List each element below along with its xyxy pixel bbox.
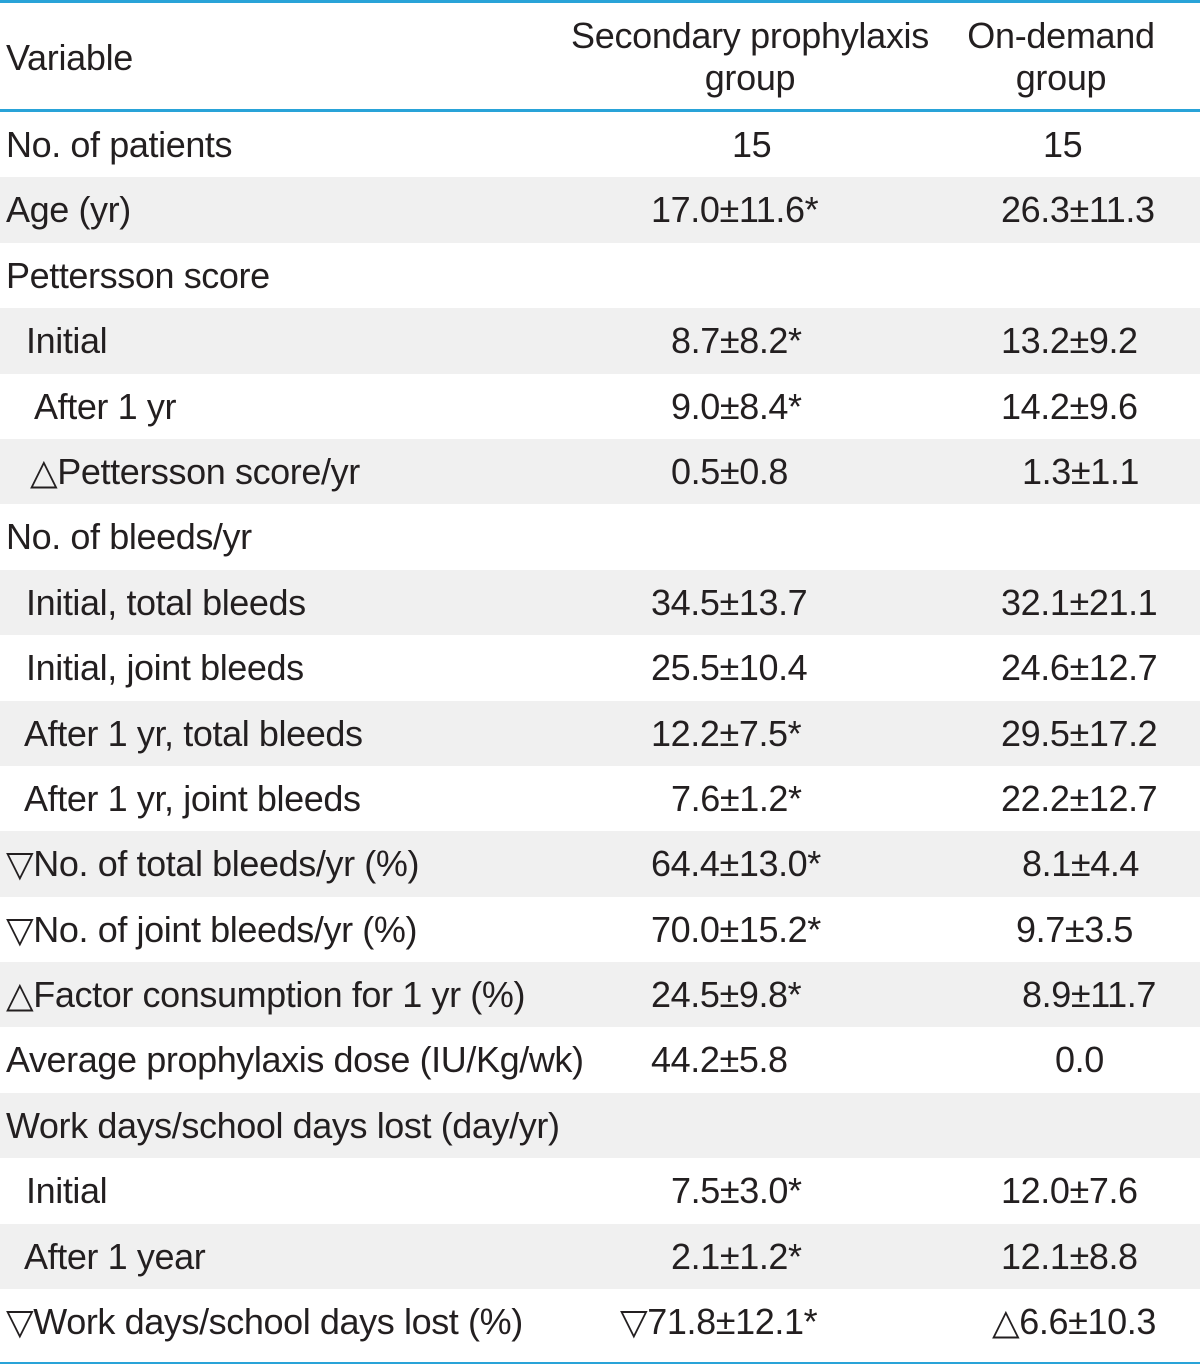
- table-row: Average prophylaxis dose (IU/Kg/wk) 44.2…: [0, 1027, 1200, 1092]
- row-value-secondary: 44.2±5.8: [651, 1039, 788, 1081]
- row-value-on-demand: △6.6±10.3: [992, 1301, 1156, 1343]
- table-row: ▽No. of joint bleeds/yr (%) 70.0±15.2* 9…: [0, 897, 1200, 962]
- table-row: △Factor consumption for 1 yr (%) 24.5±9.…: [0, 962, 1200, 1028]
- row-value-on-demand: 1.3±1.1: [1022, 450, 1140, 492]
- table-row: ▽Work days/school days lost (%) ▽71.8±12…: [0, 1289, 1200, 1354]
- header-variable: Variable: [6, 37, 134, 78]
- row-label: After 1 yr, joint bleeds: [24, 777, 361, 819]
- row-value-on-demand: 0.0: [1055, 1039, 1104, 1081]
- table-body: No. of patients 15 15 Age (yr) 17.0±11.6…: [0, 112, 1200, 1354]
- row-label: After 1 yr: [34, 385, 177, 427]
- row-value-secondary: 12.2±7.5*: [651, 712, 802, 754]
- row-label: Work days/school days lost (day/yr): [6, 1104, 560, 1146]
- row-value-on-demand: 9.7±3.5: [1016, 908, 1134, 950]
- row-value-on-demand: 29.5±17.2: [1001, 712, 1158, 754]
- header-col1-line2: group: [704, 57, 796, 98]
- row-label: After 1 yr, total bleeds: [24, 712, 363, 754]
- row-label: After 1 year: [24, 1235, 206, 1277]
- row-value-on-demand: [960, 1093, 1190, 1158]
- row-value-secondary: [600, 504, 900, 569]
- header-rule: [0, 109, 1200, 112]
- row-value-secondary: 34.5±13.7: [651, 581, 808, 623]
- row-label: No. of patients: [6, 124, 233, 165]
- row-value-secondary: 24.5±9.8*: [651, 974, 802, 1016]
- row-value-secondary: 9.0±8.4*: [671, 385, 802, 427]
- table-row: Age (yr) 17.0±11.6* 26.3±11.3: [0, 177, 1200, 243]
- row-label: △Factor consumption for 1 yr (%): [6, 974, 526, 1016]
- table-row: After 1 yr, joint bleeds 7.6±1.2* 22.2±1…: [0, 766, 1200, 831]
- row-value-secondary: 2.1±1.2*: [671, 1235, 802, 1277]
- row-label: Initial, total bleeds: [26, 581, 306, 623]
- table-row: Initial 7.5±3.0* 12.0±7.6: [0, 1158, 1200, 1223]
- row-label: No. of bleeds/yr: [6, 516, 252, 558]
- row-label: Average prophylaxis dose (IU/Kg/wk): [6, 1039, 584, 1081]
- row-value-on-demand: 12.0±7.6: [1001, 1170, 1138, 1212]
- row-value-on-demand: [960, 504, 1190, 569]
- table-row: Initial 8.7±8.2* 13.2±9.2: [0, 308, 1200, 374]
- header-col2-line2: group: [1015, 57, 1107, 98]
- row-value-secondary: ▽71.8±12.1*: [620, 1301, 818, 1343]
- table-row: Pettersson score: [0, 243, 1200, 308]
- table-row: △Pettersson score/yr 0.5±0.8 1.3±1.1: [0, 438, 1200, 505]
- row-label: Age (yr): [6, 189, 131, 231]
- header-secondary-prophylaxis-group: Secondary prophylaxis group: [560, 15, 940, 99]
- row-value-on-demand: 15: [1043, 124, 1083, 165]
- row-value-on-demand: 8.1±4.4: [1022, 843, 1140, 885]
- row-value-secondary: 7.6±1.2*: [671, 777, 802, 819]
- header-col1-line1: Secondary prophylaxis: [571, 15, 929, 56]
- top-rule: [0, 0, 1200, 3]
- table-row: After 1 yr 9.0±8.4* 14.2±9.6: [0, 374, 1200, 439]
- row-value-secondary: 15: [732, 124, 772, 165]
- row-value-secondary: 25.5±10.4: [651, 647, 808, 689]
- row-value-secondary: [600, 243, 900, 308]
- table-row: Initial, total bleeds 34.5±13.7 32.1±21.…: [0, 569, 1200, 636]
- table-row: Work days/school days lost (day/yr): [0, 1092, 1200, 1159]
- row-value-on-demand: [960, 243, 1190, 308]
- row-value-on-demand: 13.2±9.2: [1001, 320, 1138, 362]
- row-value-secondary: 0.5±0.8: [671, 450, 789, 492]
- row-label: ▽No. of total bleeds/yr (%): [6, 843, 420, 885]
- row-value-secondary: [600, 1093, 900, 1158]
- header-col2-line1: On-demand: [967, 15, 1155, 56]
- table-row: After 1 yr, total bleeds 12.2±7.5* 29.5±…: [0, 700, 1200, 766]
- row-value-secondary: 7.5±3.0*: [671, 1170, 802, 1212]
- table-row: No. of patients 15 15: [0, 112, 1200, 177]
- row-value-on-demand: 8.9±11.7: [1022, 974, 1156, 1016]
- bottom-rule: [0, 1362, 1200, 1364]
- row-value-on-demand: 24.6±12.7: [1001, 647, 1158, 689]
- row-value-secondary: 17.0±11.6*: [651, 189, 819, 231]
- table-row: ▽No. of total bleeds/yr (%) 64.4±13.0* 8…: [0, 831, 1200, 897]
- row-value-on-demand: 32.1±21.1: [1001, 581, 1158, 623]
- row-value-on-demand: 14.2±9.6: [1001, 385, 1138, 427]
- table-row: No. of bleeds/yr: [0, 504, 1200, 569]
- row-label: Initial: [26, 1170, 108, 1212]
- row-value-on-demand: 12.1±8.8: [1001, 1235, 1138, 1277]
- table-row: After 1 year 2.1±1.2* 12.1±8.8: [0, 1223, 1200, 1290]
- row-label: ▽Work days/school days lost (%): [6, 1301, 523, 1343]
- row-value-on-demand: 22.2±12.7: [1001, 777, 1158, 819]
- row-value-secondary: 8.7±8.2*: [671, 320, 802, 362]
- row-label: ▽No. of joint bleeds/yr (%): [6, 908, 418, 950]
- row-label: △Pettersson score/yr: [30, 450, 360, 492]
- table-row: Initial, joint bleeds 25.5±10.4 24.6±12.…: [0, 635, 1200, 700]
- row-label: Initial: [26, 320, 108, 362]
- row-value-secondary: 64.4±13.0*: [651, 843, 821, 885]
- row-label: Pettersson score: [6, 254, 270, 296]
- row-value-on-demand: 26.3±11.3: [1001, 189, 1155, 231]
- table-header: Variable Secondary prophylaxis group On-…: [0, 3, 1200, 109]
- row-value-secondary: 70.0±15.2*: [651, 908, 821, 950]
- row-label: Initial, joint bleeds: [26, 647, 304, 689]
- header-on-demand-group: On-demand group: [950, 15, 1172, 99]
